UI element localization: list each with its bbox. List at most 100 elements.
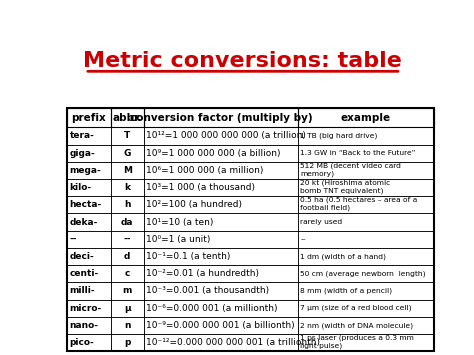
Text: m: m bbox=[122, 286, 132, 295]
Bar bbox=[144, 231, 298, 248]
Text: example: example bbox=[341, 113, 391, 123]
Bar bbox=[66, 144, 110, 162]
Bar bbox=[110, 265, 144, 282]
Bar bbox=[110, 282, 144, 300]
Text: 20 kt (Hiroshima atomic
bomb TNT equivalent): 20 kt (Hiroshima atomic bomb TNT equival… bbox=[300, 180, 391, 194]
Bar bbox=[66, 108, 110, 127]
Text: M: M bbox=[123, 166, 132, 175]
Bar bbox=[110, 317, 144, 334]
Bar bbox=[144, 144, 298, 162]
Text: 512 MB (decent video card
memory): 512 MB (decent video card memory) bbox=[300, 162, 401, 177]
Bar bbox=[110, 179, 144, 196]
Text: tera-: tera- bbox=[70, 131, 94, 141]
Bar bbox=[110, 127, 144, 144]
Text: 0.5 ha (0.5 hectares – area of a
football field): 0.5 ha (0.5 hectares – area of a footbal… bbox=[300, 197, 418, 211]
Bar bbox=[144, 162, 298, 179]
Bar bbox=[110, 231, 144, 248]
Text: giga-: giga- bbox=[70, 149, 95, 158]
Text: 10¹=10 (a ten): 10¹=10 (a ten) bbox=[146, 218, 213, 226]
Bar bbox=[144, 108, 298, 127]
Bar bbox=[298, 179, 434, 196]
Text: 7 μm (size of a red blood cell): 7 μm (size of a red blood cell) bbox=[300, 305, 412, 311]
Text: 50 cm (average newborn  length): 50 cm (average newborn length) bbox=[300, 271, 426, 277]
Bar bbox=[144, 300, 298, 317]
Bar bbox=[144, 282, 298, 300]
Bar bbox=[298, 248, 434, 265]
Bar bbox=[66, 213, 110, 231]
Bar bbox=[66, 179, 110, 196]
Text: hecta-: hecta- bbox=[70, 200, 102, 209]
Bar bbox=[110, 334, 144, 351]
Text: μ: μ bbox=[124, 304, 130, 313]
Text: 10⁻⁶=0.000 001 (a millionth): 10⁻⁶=0.000 001 (a millionth) bbox=[146, 304, 277, 313]
Text: 1 TB (big hard drive): 1 TB (big hard drive) bbox=[300, 133, 378, 139]
Bar bbox=[144, 265, 298, 282]
Bar bbox=[298, 108, 434, 127]
Bar bbox=[298, 317, 434, 334]
Text: 10⁻⁹=0.000 000 001 (a billionth): 10⁻⁹=0.000 000 001 (a billionth) bbox=[146, 321, 294, 330]
Text: deci-: deci- bbox=[70, 252, 94, 261]
Bar bbox=[66, 282, 110, 300]
Text: p: p bbox=[124, 338, 130, 347]
Text: T: T bbox=[124, 131, 130, 141]
Text: abbr.: abbr. bbox=[112, 113, 142, 123]
Text: k: k bbox=[124, 183, 130, 192]
Bar bbox=[66, 162, 110, 179]
Text: Metric conversions: table: Metric conversions: table bbox=[83, 51, 402, 71]
Bar bbox=[66, 334, 110, 351]
Text: nano-: nano- bbox=[70, 321, 99, 330]
Text: 2 nm (width of DNA molecule): 2 nm (width of DNA molecule) bbox=[300, 322, 413, 329]
Text: 1.3 GW in “Back to the Future”: 1.3 GW in “Back to the Future” bbox=[300, 150, 416, 156]
Bar bbox=[110, 144, 144, 162]
Text: prefix: prefix bbox=[71, 113, 106, 123]
Text: 10⁹=1 000 000 000 (a billion): 10⁹=1 000 000 000 (a billion) bbox=[146, 149, 281, 158]
Text: da: da bbox=[121, 218, 134, 226]
Bar bbox=[144, 196, 298, 213]
Bar bbox=[110, 248, 144, 265]
Bar bbox=[298, 334, 434, 351]
Bar bbox=[66, 127, 110, 144]
Bar bbox=[298, 127, 434, 144]
Bar bbox=[298, 300, 434, 317]
Bar bbox=[144, 179, 298, 196]
Bar bbox=[144, 317, 298, 334]
Text: 10⁶=1 000 000 (a million): 10⁶=1 000 000 (a million) bbox=[146, 166, 264, 175]
Bar bbox=[144, 213, 298, 231]
Text: n: n bbox=[124, 321, 130, 330]
Text: 10⁻¹=0.1 (a tenth): 10⁻¹=0.1 (a tenth) bbox=[146, 252, 230, 261]
Bar bbox=[298, 282, 434, 300]
Text: 1 dm (width of a hand): 1 dm (width of a hand) bbox=[300, 253, 386, 260]
Text: conversion factor (multiply by): conversion factor (multiply by) bbox=[129, 113, 312, 123]
Bar bbox=[298, 213, 434, 231]
Bar bbox=[298, 196, 434, 213]
Text: 10⁻¹²=0.000 000 000 001 (a trillionth): 10⁻¹²=0.000 000 000 001 (a trillionth) bbox=[146, 338, 320, 347]
Bar bbox=[144, 334, 298, 351]
Bar bbox=[110, 196, 144, 213]
Text: rarely used: rarely used bbox=[300, 219, 342, 225]
Text: 10⁰=1 (a unit): 10⁰=1 (a unit) bbox=[146, 235, 210, 244]
Text: micro-: micro- bbox=[70, 304, 102, 313]
Text: 10⁻²=0.01 (a hundredth): 10⁻²=0.01 (a hundredth) bbox=[146, 269, 259, 278]
Text: --: -- bbox=[300, 236, 306, 242]
Bar bbox=[66, 265, 110, 282]
Text: h: h bbox=[124, 200, 130, 209]
Bar bbox=[66, 196, 110, 213]
Bar bbox=[66, 108, 434, 351]
Bar bbox=[66, 317, 110, 334]
Text: --: -- bbox=[123, 235, 131, 244]
Bar bbox=[110, 213, 144, 231]
Text: milli-: milli- bbox=[70, 286, 95, 295]
Bar bbox=[110, 300, 144, 317]
Bar bbox=[298, 162, 434, 179]
Text: 10¹²=1 000 000 000 000 (a trillion): 10¹²=1 000 000 000 000 (a trillion) bbox=[146, 131, 306, 141]
Bar bbox=[298, 265, 434, 282]
Bar bbox=[66, 300, 110, 317]
Text: 10³=1 000 (a thousand): 10³=1 000 (a thousand) bbox=[146, 183, 255, 192]
Bar bbox=[298, 231, 434, 248]
Bar bbox=[144, 248, 298, 265]
Bar bbox=[110, 162, 144, 179]
Text: mega-: mega- bbox=[70, 166, 101, 175]
Bar bbox=[66, 231, 110, 248]
Text: G: G bbox=[124, 149, 131, 158]
Text: pico-: pico- bbox=[70, 338, 94, 347]
